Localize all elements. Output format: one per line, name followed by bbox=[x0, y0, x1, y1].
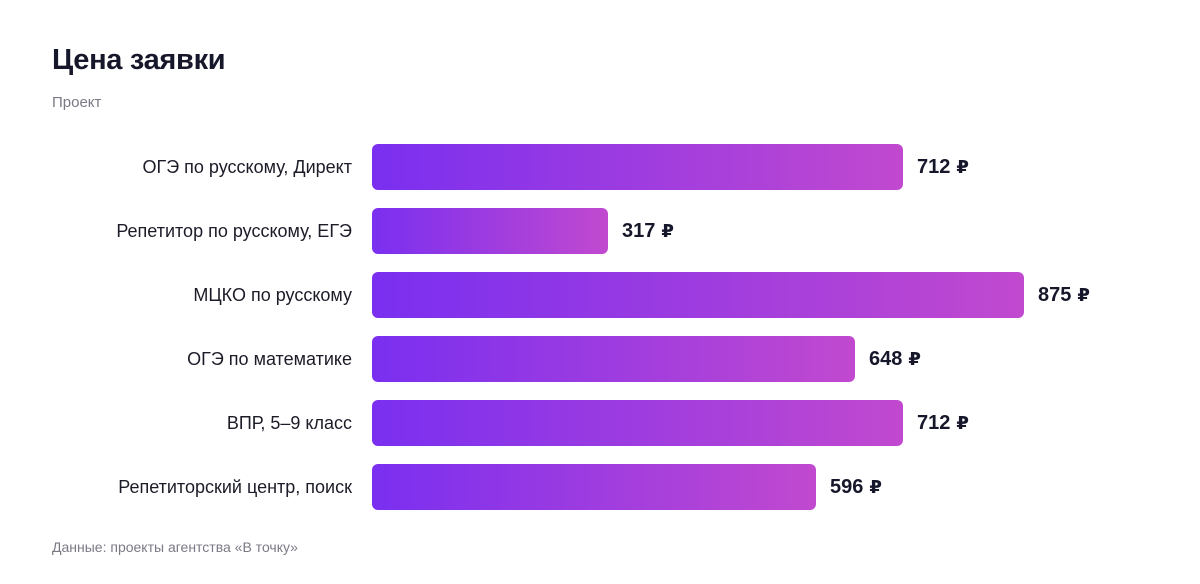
category-label: МЦКО по русскому bbox=[193, 285, 352, 305]
value-label: 317 ₽ bbox=[622, 220, 674, 242]
value-number: 712 bbox=[917, 156, 950, 178]
value-label: 648 ₽ bbox=[869, 348, 921, 370]
value-number: 875 bbox=[1038, 284, 1071, 306]
category-label: ВПР, 5–9 класс bbox=[227, 413, 352, 433]
value-label: 712 ₽ bbox=[917, 412, 969, 434]
chart-subtitle: Проект bbox=[52, 94, 102, 111]
bar bbox=[372, 208, 608, 254]
value-number: 317 bbox=[622, 220, 655, 242]
chart-title: Цена заявки bbox=[52, 44, 226, 76]
currency-unit: ₽ bbox=[661, 221, 674, 241]
chart-source-note: Данные: проекты агентства «В точку» bbox=[52, 539, 298, 555]
value-label: 875 ₽ bbox=[1038, 284, 1090, 306]
category-label: ОГЭ по математике bbox=[187, 349, 352, 369]
bar bbox=[372, 144, 903, 190]
bar bbox=[372, 464, 816, 510]
bar bbox=[372, 272, 1024, 318]
currency-unit: ₽ bbox=[956, 413, 969, 433]
value-number: 712 bbox=[917, 412, 950, 434]
category-label: ОГЭ по русскому, Директ bbox=[142, 157, 352, 177]
category-label: Репетитор по русскому, ЕГЭ bbox=[116, 221, 352, 241]
bar bbox=[372, 336, 855, 382]
value-number: 596 bbox=[830, 476, 863, 498]
currency-unit: ₽ bbox=[869, 477, 882, 497]
category-label: Репетиторский центр, поиск bbox=[118, 477, 352, 497]
value-number: 648 bbox=[869, 348, 902, 370]
value-label: 596 ₽ bbox=[830, 476, 882, 498]
currency-unit: ₽ bbox=[1077, 285, 1090, 305]
bar bbox=[372, 400, 903, 446]
currency-unit: ₽ bbox=[908, 349, 921, 369]
value-label: 712 ₽ bbox=[917, 156, 969, 178]
currency-unit: ₽ bbox=[956, 157, 969, 177]
